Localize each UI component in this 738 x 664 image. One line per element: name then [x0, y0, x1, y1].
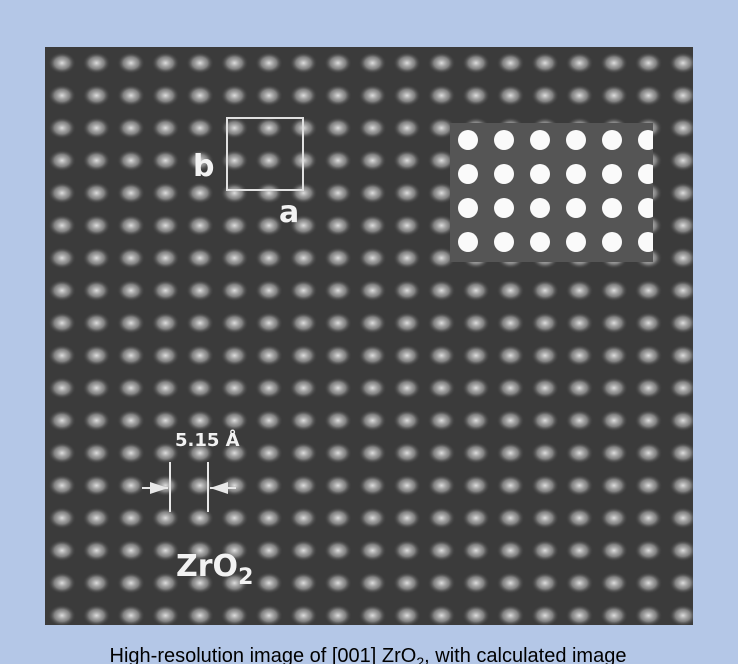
text-part: ZrO: [176, 549, 238, 584]
figure: b a 5.15 Å ZrO2 High-resolution image of…: [0, 0, 738, 664]
page: b a 5.15 Å ZrO2 High-resolution image of…: [0, 0, 738, 664]
calculated-image: [450, 123, 653, 262]
caption: High-resolution image of [001] ZrO2, wit…: [110, 645, 627, 664]
text-part: , with calculated image: [424, 645, 626, 664]
label-b: b: [193, 149, 214, 184]
spacing-label: 5.15 Å: [175, 428, 240, 451]
label-a: a: [279, 195, 299, 230]
text-part: 2: [416, 654, 424, 664]
text-part: 2: [238, 565, 253, 590]
text-part: High-resolution image of [001] ZrO: [110, 645, 417, 664]
